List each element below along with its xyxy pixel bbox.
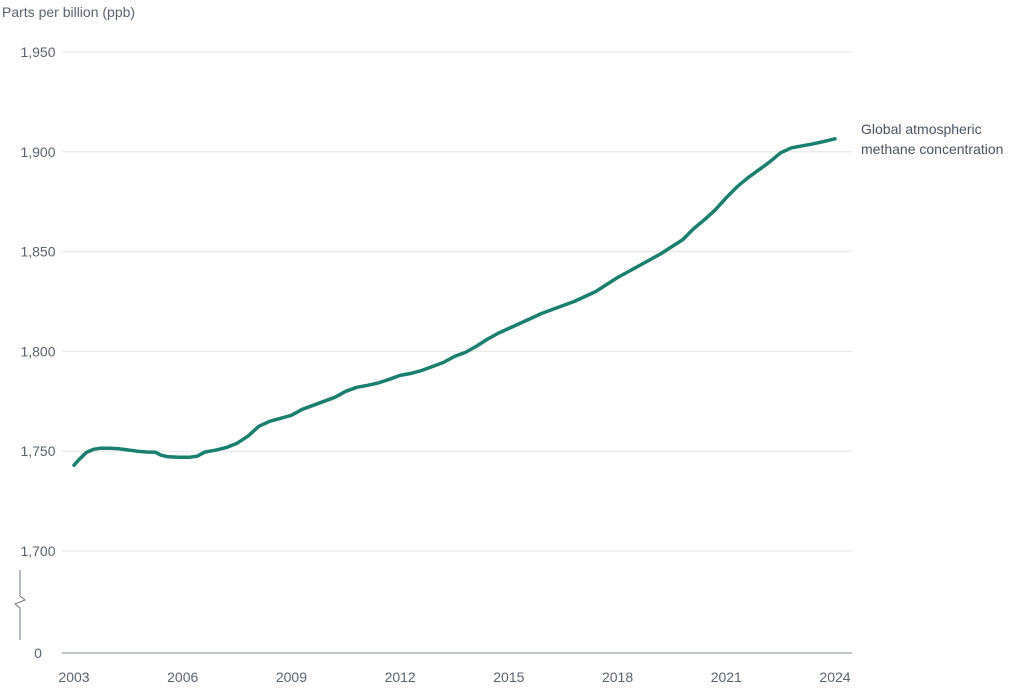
y-tick-label: 1,950 (20, 44, 55, 60)
y-tick-labels: 0 1,700 1,750 1,800 1,850 1,900 1,950 (20, 44, 55, 661)
x-tick-label: 2012 (385, 669, 416, 685)
y-axis-title: Parts per billion (ppb) (2, 4, 135, 20)
series-layer (72, 137, 837, 467)
series-label-line-2: methane concentration (861, 141, 1003, 157)
gridlines (62, 51, 852, 654)
y-tick-label: 1,700 (20, 543, 55, 559)
y-tick-label: 1,850 (20, 244, 55, 260)
x-tick-label: 2006 (167, 669, 198, 685)
y-tick-label: 1,750 (20, 443, 55, 459)
x-tick-labels: 2003 2006 2009 2012 2015 2018 2021 2024 (58, 669, 850, 685)
series-line-methane (72, 137, 837, 467)
y-tick-label: 1,800 (20, 343, 55, 359)
x-tick-label: 2018 (602, 669, 633, 685)
axis-break-icon (14, 570, 26, 640)
x-tick-label: 2015 (493, 669, 524, 685)
x-tick-label: 2024 (819, 669, 850, 685)
series-label: Global atmospheric methane concentration (861, 121, 1003, 157)
y-tick-label: 0 (34, 645, 42, 661)
series-label-line-1: Global atmospheric (861, 121, 982, 137)
x-tick-label: 2003 (58, 669, 89, 685)
x-tick-label: 2021 (711, 669, 742, 685)
x-tick-label: 2009 (276, 669, 307, 685)
y-tick-label: 1,900 (20, 144, 55, 160)
